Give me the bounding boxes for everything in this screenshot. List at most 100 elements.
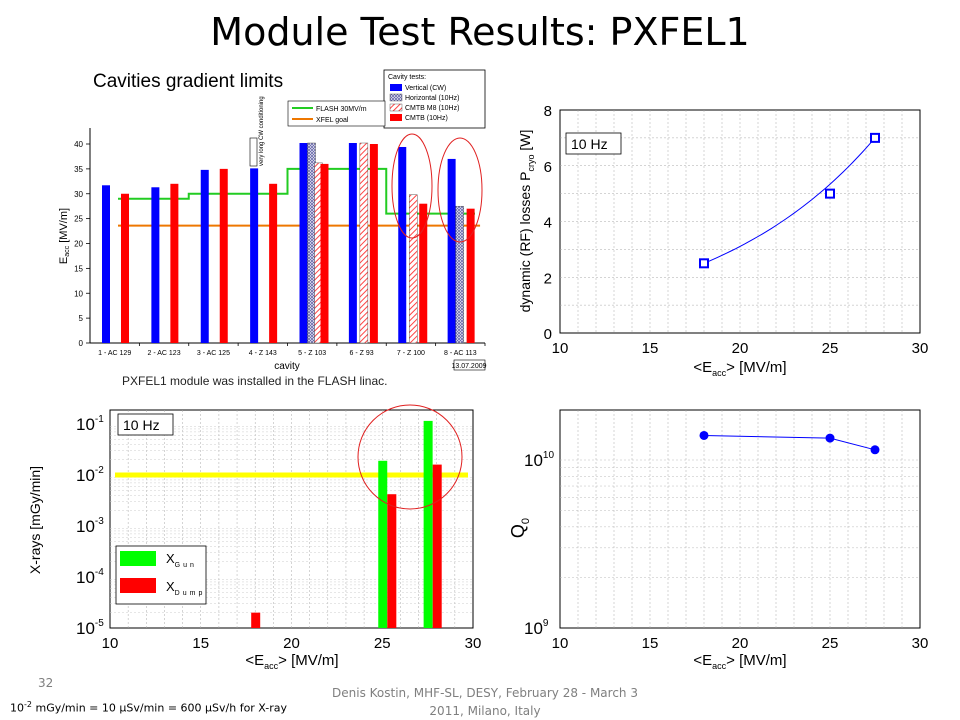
y-tick-label: 40 <box>74 140 83 149</box>
bar-vertical <box>250 168 259 343</box>
y-tick-label: 25 <box>74 215 83 224</box>
svg-text:Cavity tests:: Cavity tests: <box>388 74 426 81</box>
bar-cmtb <box>419 203 428 343</box>
y-tick-label: 10 <box>74 289 83 298</box>
y-tick-label: 35 <box>74 165 83 174</box>
x-tick-label: 10 <box>102 635 119 652</box>
highlight-circle <box>391 133 433 239</box>
bar-vertical <box>151 187 160 343</box>
legend-label: CMTB M8 (10Hz) <box>405 105 459 112</box>
y-tick-label: 0 <box>79 339 84 348</box>
legend-label: Horizontal (10Hz) <box>405 95 459 102</box>
q0-curve <box>703 435 876 451</box>
x-tick-label: 15 <box>642 635 659 652</box>
bar-cmtb <box>466 208 475 343</box>
y-tick-label: 6 <box>544 159 552 176</box>
x-tick-label: 6 - Z 93 <box>350 350 374 357</box>
bar-cmtb <box>219 168 228 343</box>
legend: XGun XDump <box>115 545 207 605</box>
x-tick-label: 1 - AC 129 <box>98 350 131 357</box>
x-tick-label: 15 <box>642 340 659 357</box>
x-axis-label: cavity <box>274 361 300 372</box>
x-tick-label: 15 <box>192 635 209 652</box>
y-tick-label: 4 <box>544 215 552 232</box>
x-tick-label: 25 <box>822 340 839 357</box>
legend-label: CMTB (10Hz) <box>405 115 448 122</box>
y-tick-label: 30 <box>74 190 83 199</box>
y-tick-label: 8 <box>544 103 552 120</box>
y-tick-label: 20 <box>74 240 83 249</box>
x-tick-label: 7 - Z 100 <box>397 350 425 357</box>
bar-x-gun <box>378 460 388 628</box>
bar-x-gun <box>423 420 433 628</box>
bar-vertical <box>102 185 110 343</box>
y-tick-label: 10-5 <box>76 618 104 638</box>
dose-conversion-note: 10-2 mGy/min = 10 μSv/min = 600 μSv/h fo… <box>10 700 288 715</box>
footer-text: Denis Kostin, MHF-SL, DESY, February 28 … <box>332 686 638 718</box>
bar-cmtb <box>121 193 129 343</box>
x-tick-label: 20 <box>283 635 300 652</box>
y-tick-label: 10-1 <box>76 414 104 434</box>
bar-horizontal <box>307 142 316 344</box>
line-legend: FLASH 30MV/m XFEL goal <box>287 100 386 127</box>
highlight-circle <box>437 137 483 243</box>
x-tick-label: 25 <box>374 635 391 652</box>
y-tick-label: 10-4 <box>76 567 104 587</box>
rf-losses-curve <box>703 137 876 264</box>
bar-cmtb <box>170 183 179 343</box>
bar-x-dump <box>387 494 397 628</box>
data-point <box>870 132 880 143</box>
x-tick-label: 30 <box>465 635 482 652</box>
bar-vertical <box>348 143 357 343</box>
x-axis-label: <Eacc> [MV/m] <box>693 359 786 378</box>
frequency-label: 10 Hz <box>123 417 160 433</box>
slide-title: Module Test Results: PXFEL1 <box>210 10 750 54</box>
bar-vertical <box>398 146 407 343</box>
x-tick-label: 30 <box>912 340 929 357</box>
x-tick-label: 10 <box>552 340 569 357</box>
bar-cmtb <box>269 183 278 343</box>
date-stamp: 13.07.2009 <box>451 359 487 371</box>
x-tick-label: 30 <box>912 635 929 652</box>
y-tick-label: 1010 <box>524 450 554 470</box>
bar-vertical <box>299 143 308 343</box>
gradient-limits-chart: Cavities gradient limits Eacc [MV/m] cav… <box>58 69 487 372</box>
x-axis-label: <Eacc> [MV/m] <box>245 652 338 671</box>
bar-vertical <box>200 169 209 343</box>
bar-x-dump <box>251 612 261 628</box>
bar-vertical <box>447 158 456 343</box>
data-point <box>870 445 880 455</box>
y-tick-label: 15 <box>74 264 83 273</box>
y-axis-label: dynamic (RF) losses Pcryo [W] <box>517 130 536 313</box>
x-tick-label: 5 - Z 103 <box>298 350 326 357</box>
x-tick-label: 25 <box>822 635 839 652</box>
legend-label: Vertical (CW) <box>405 85 446 92</box>
bar-cmtb <box>409 194 418 344</box>
x-tick-label: 4 - Z 143 <box>249 350 277 357</box>
page-number: 32 <box>38 676 54 690</box>
bar-horizontal <box>455 205 464 344</box>
y-tick-label: 0 <box>544 326 552 343</box>
frequency-label: 10 Hz <box>571 136 608 152</box>
svg-text:13.07.2009: 13.07.2009 <box>451 363 486 370</box>
x-tick-label: 20 <box>732 635 749 652</box>
y-tick-label: 2 <box>544 270 552 287</box>
flash-step-line <box>118 167 475 215</box>
bar-cmtb <box>359 142 369 344</box>
x-tick-label: 20 <box>732 340 749 357</box>
y-tick-label: 109 <box>524 618 549 638</box>
frequency-label-box <box>117 413 174 436</box>
bar-cmtb <box>320 163 329 343</box>
data-point <box>825 188 835 199</box>
svg-text:very long CW conditioning: very long CW conditioning <box>259 96 265 166</box>
y-tick-label: 5 <box>79 314 84 323</box>
frequency-label-box <box>565 132 622 155</box>
conditioning-annotation: very long CW conditioning <box>249 96 265 167</box>
legend-label: XFEL goal <box>316 117 349 124</box>
bar-cmtb <box>369 144 378 343</box>
y-axis-label: X-rays [mGy/min] <box>27 466 43 574</box>
module-caption: PXFEL1 module was installed in the FLASH… <box>122 374 388 388</box>
y-axis-label: Eacc [MV/m] <box>58 208 71 264</box>
legend: Cavity tests: Vertical (CW) Horizontal (… <box>383 69 486 129</box>
